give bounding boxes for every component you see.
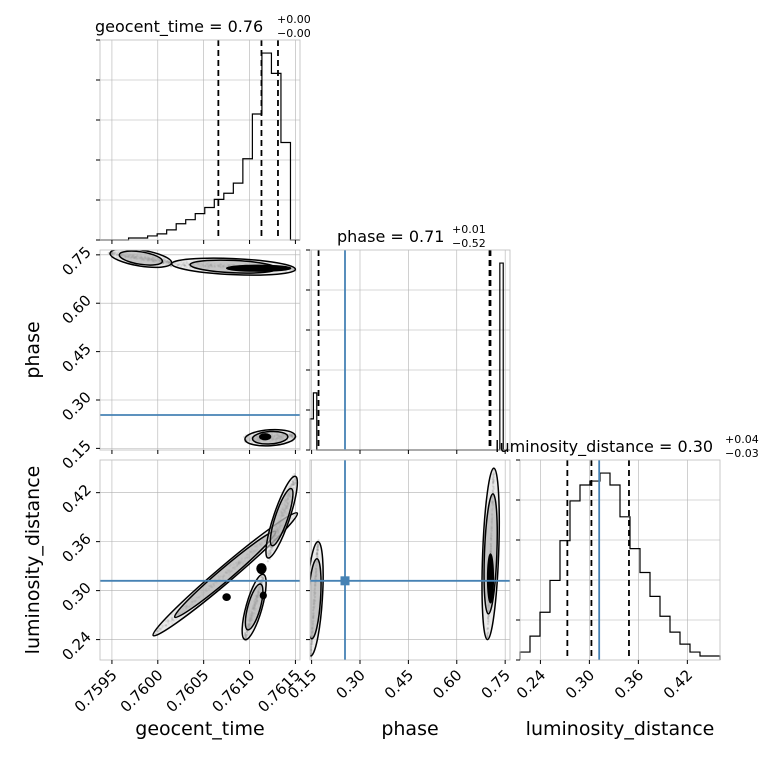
panel-geocent-time-vs-luminosity-distance <box>99 459 301 661</box>
contour-level-1 <box>244 583 264 631</box>
x-tick-label-phase: 0.75 <box>478 666 514 702</box>
sample-cloud-0 <box>310 539 324 658</box>
panel-hist-luminosity-distance <box>519 459 721 661</box>
density-peak-2 <box>259 591 267 600</box>
x-tick-label-geocent-time: 0.7605 <box>163 666 213 716</box>
y-tick-label-phase: 0.45 <box>58 340 94 376</box>
title-luminosity-distance-name: luminosity_distance <box>495 437 654 457</box>
x-tick-label-luminosity-distance: 0.42 <box>660 666 696 702</box>
y-tick-label-phase: 0.15 <box>58 436 94 472</box>
title-luminosity-distance: luminosity_distance = 0.30 <box>495 437 713 457</box>
contour-level-1 <box>269 487 294 547</box>
title-luminosity-distance-plus: +0.04 <box>725 433 759 446</box>
xlabel-luminosity-distance: luminosity_distance <box>526 718 715 740</box>
y-tick-label-phase: 0.30 <box>58 388 94 424</box>
y-tick-label-luminosity-distance: 0.30 <box>58 579 94 615</box>
x-tick-label-geocent-time: 0.7600 <box>117 666 167 716</box>
hist-geocent-time-step <box>100 52 300 241</box>
title-geocent-time-name: geocent_time <box>95 17 204 37</box>
sample-point <box>317 539 320 542</box>
y-tick-label-phase: 0.75 <box>58 243 94 279</box>
phase-vs-luminosity-distance-content <box>310 460 510 660</box>
title-phase-name: phase <box>337 227 385 246</box>
xlabel-geocent-time: geocent_time <box>135 718 264 740</box>
x-tick-label-phase: 0.60 <box>429 666 465 702</box>
contour-level-1 <box>310 558 322 640</box>
title-phase-plus: +0.01 <box>452 223 486 236</box>
sample-cloud-2 <box>241 571 267 642</box>
title-geocent-time-minus: −0.00 <box>277 27 311 40</box>
y-tick-label-phase: 0.60 <box>58 291 94 327</box>
hist-luminosity-distance-step <box>519 472 721 660</box>
density-peak-0 <box>486 553 495 604</box>
title-phase-minus: −0.52 <box>452 237 486 250</box>
geocent-time-vs-phase-content <box>100 250 300 450</box>
geocent-time-vs-luminosity-distance-content <box>100 460 300 660</box>
sample-cloud-1 <box>265 472 299 563</box>
hist-luminosity-distance-content <box>519 460 721 660</box>
title-geocent-time-plus: +0.00 <box>277 13 311 26</box>
ylabel-phase: phase <box>22 321 44 378</box>
sample-cloud-0 <box>107 250 173 269</box>
panel-hist-geocent-time <box>99 39 301 241</box>
hist-phase-content <box>309 250 510 451</box>
title-luminosity-distance-median: 0.30 <box>677 437 713 456</box>
panel-phase-vs-luminosity-distance <box>309 459 511 661</box>
y-tick-label-luminosity-distance: 0.36 <box>58 530 94 566</box>
sample-point <box>293 472 296 476</box>
x-tick-label-phase: 0.45 <box>381 666 417 702</box>
x-tick-label-luminosity-distance: 0.24 <box>513 666 549 702</box>
x-tick-label-luminosity-distance: 0.30 <box>562 666 598 702</box>
title-phase: phase = 0.71 <box>337 227 444 246</box>
xlabel-phase: phase <box>381 718 438 740</box>
contour-level-1 <box>118 250 164 266</box>
density-peak-1 <box>259 433 272 441</box>
title-luminosity-distance-minus: −0.03 <box>725 447 759 460</box>
hist-geocent-time-content <box>100 40 300 241</box>
sample-cloud-0 <box>152 512 299 637</box>
x-tick-label-luminosity-distance: 0.36 <box>611 666 647 702</box>
hist-phase-step <box>309 262 510 451</box>
title-phase-median: 0.71 <box>409 227 445 246</box>
sample-point <box>107 251 110 255</box>
x-tick-label-geocent-time: 0.7610 <box>209 666 259 716</box>
title-geocent-time: geocent_time = 0.76 <box>95 17 263 37</box>
density-peak-0 <box>222 593 231 602</box>
title-geocent-time-median: 0.76 <box>228 17 264 36</box>
sample-point <box>266 560 269 563</box>
density-peak-1 <box>256 563 267 575</box>
x-tick-label-geocent-time: 0.7595 <box>71 666 121 716</box>
y-tick-label-luminosity-distance: 0.24 <box>58 628 94 664</box>
x-tick-label-phase: 0.30 <box>332 666 368 702</box>
density-peak-0 <box>226 264 292 272</box>
truth-marker <box>340 576 350 586</box>
panel-geocent-time-vs-phase <box>99 249 301 451</box>
y-tick-label-luminosity-distance: 0.42 <box>58 481 94 517</box>
panel-hist-phase <box>309 249 511 451</box>
ylabel-luminosity-distance: luminosity_distance <box>22 466 44 655</box>
sample-point <box>169 265 173 268</box>
